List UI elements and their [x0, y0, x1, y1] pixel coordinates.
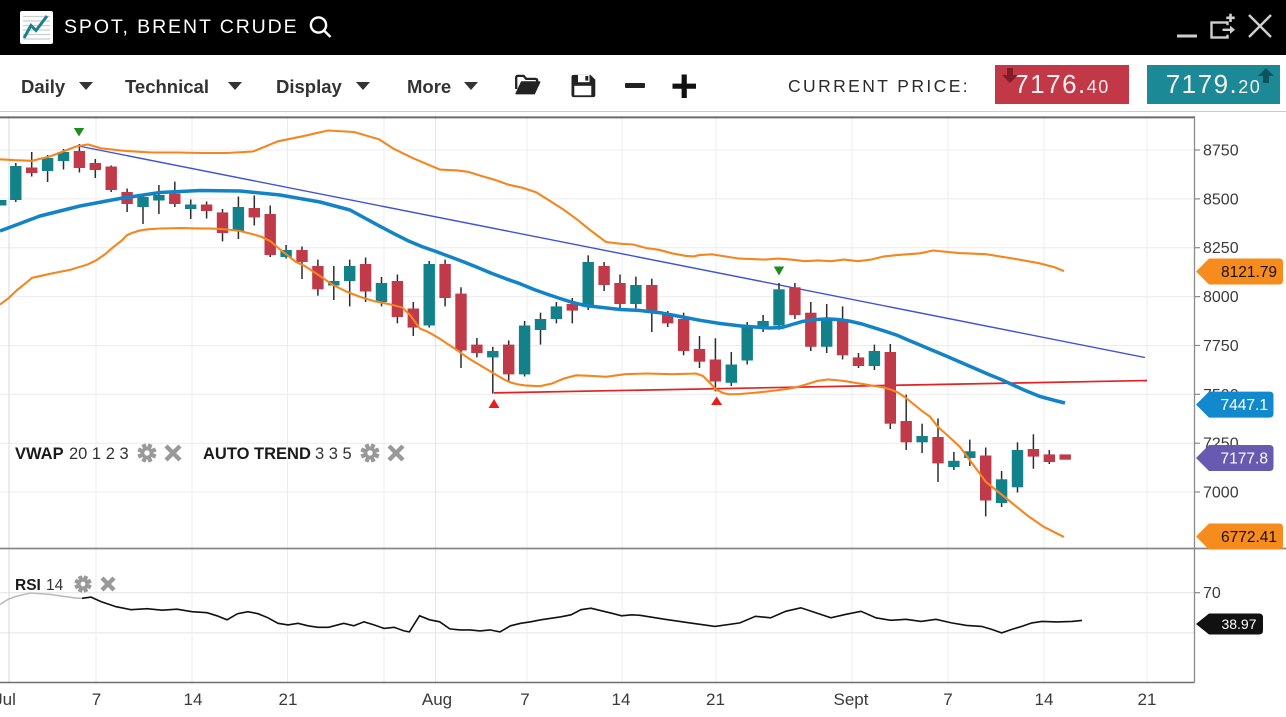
svg-text:7: 7: [520, 690, 529, 709]
svg-text:6772.41: 6772.41: [1221, 529, 1277, 546]
svg-text:7177.8: 7177.8: [1221, 451, 1268, 468]
svg-text:21: 21: [279, 690, 298, 709]
svg-text:21: 21: [706, 690, 725, 709]
svg-text:21: 21: [1138, 690, 1157, 709]
svg-text:14: 14: [612, 690, 631, 709]
svg-text:70: 70: [1203, 585, 1221, 602]
svg-text:8121.79: 8121.79: [1221, 264, 1277, 281]
svg-text:14: 14: [46, 577, 64, 594]
svg-text:8750: 8750: [1203, 143, 1239, 160]
svg-text:7: 7: [92, 690, 101, 709]
svg-text:20 1 2 3: 20 1 2 3: [69, 445, 129, 463]
svg-text:VWAP: VWAP: [15, 445, 64, 463]
svg-text:8250: 8250: [1203, 240, 1239, 257]
svg-text:Aug: Aug: [422, 690, 452, 709]
svg-text:Sept: Sept: [834, 690, 869, 709]
svg-text:14: 14: [1035, 690, 1054, 709]
svg-text:38.97: 38.97: [1221, 616, 1256, 632]
svg-text:Jul: Jul: [0, 690, 16, 709]
svg-text:AUTO TREND: AUTO TREND: [203, 445, 311, 463]
svg-text:3 3 5: 3 3 5: [315, 445, 352, 463]
svg-text:8000: 8000: [1203, 289, 1239, 306]
svg-text:RSI: RSI: [15, 577, 41, 594]
svg-text:7000: 7000: [1203, 485, 1239, 502]
svg-text:7750: 7750: [1203, 338, 1239, 355]
svg-text:7: 7: [943, 690, 952, 709]
svg-text:7447.1: 7447.1: [1221, 397, 1268, 414]
svg-text:14: 14: [184, 690, 203, 709]
svg-text:8500: 8500: [1203, 191, 1239, 208]
